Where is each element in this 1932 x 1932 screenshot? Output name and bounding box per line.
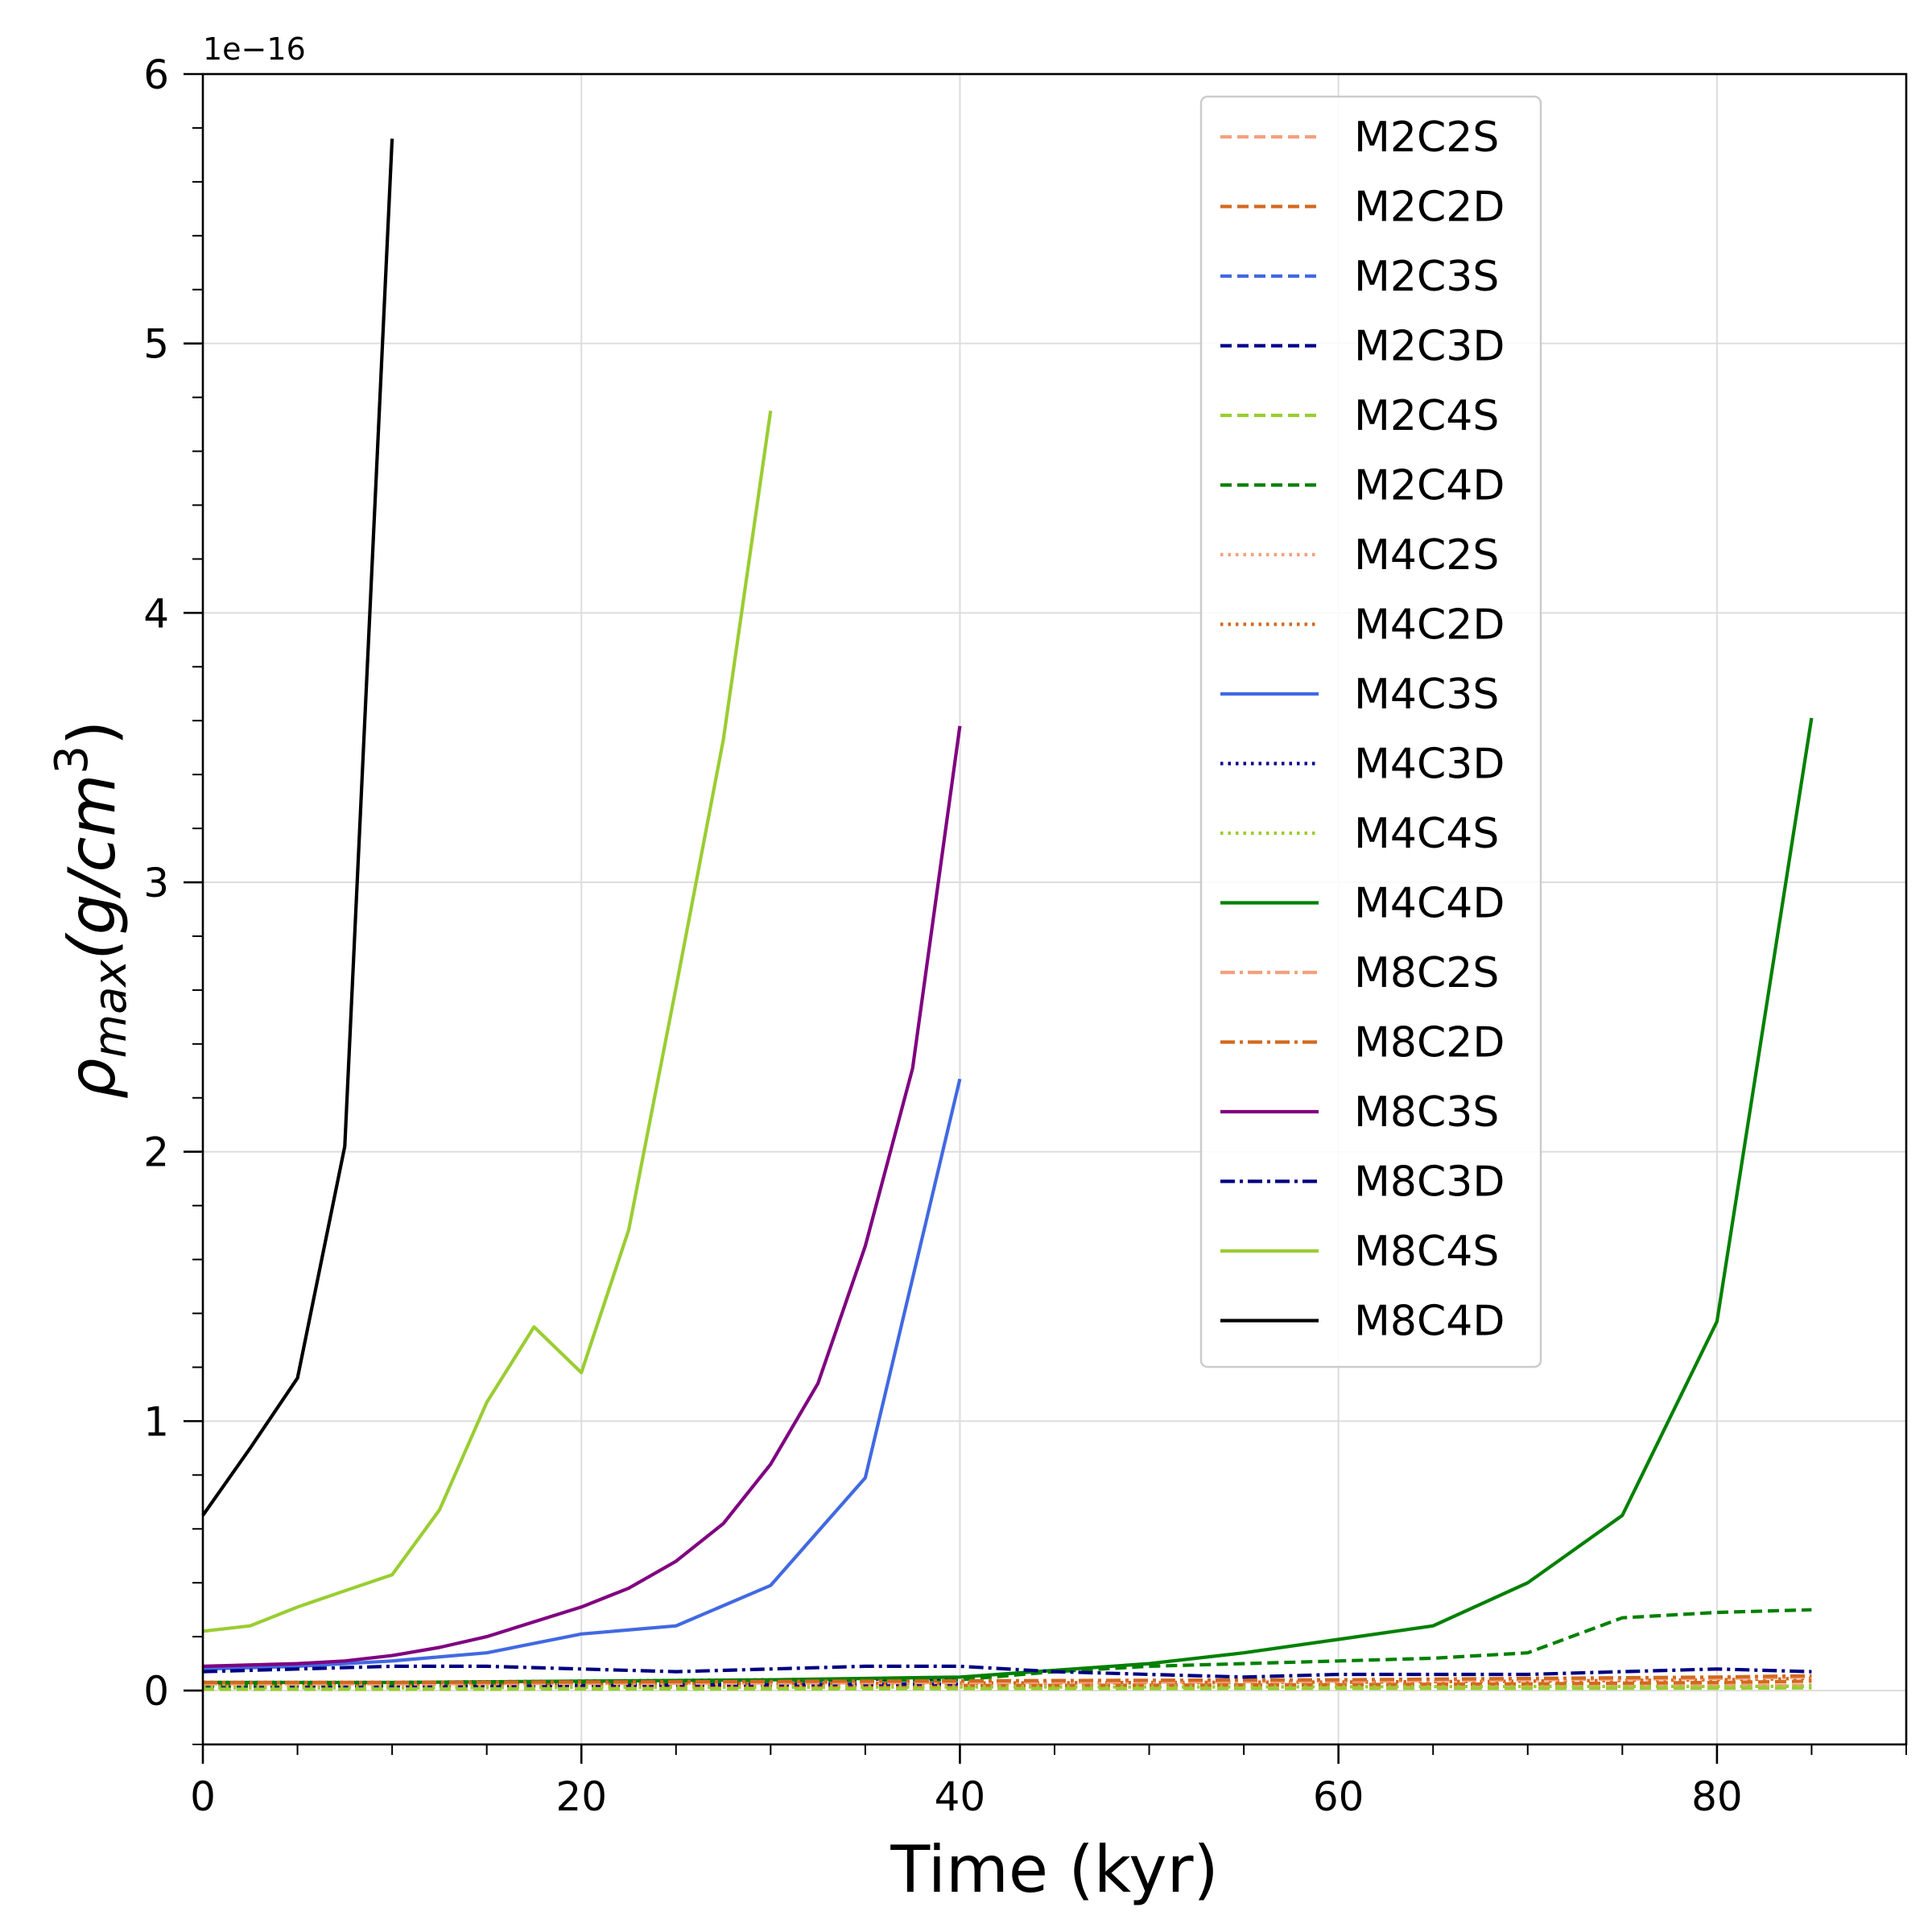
legend: M2C2S M2C2D M2C3S M2C3D M2C4S M2C4D M4C2S M4C2D… — [1199, 95, 1542, 1368]
y-axis-close-paren: ) — [55, 720, 130, 745]
legend-label-m8c3s: M8C3S — [1354, 1088, 1499, 1137]
y-tick-label: 6 — [143, 52, 169, 98]
y-axis-unit: (g/cm — [55, 774, 130, 960]
legend-label-m4c3s: M4C3S — [1354, 671, 1499, 719]
series-line-m4c3s — [202, 1078, 962, 1671]
y-axis-symbol: ρ — [55, 1058, 130, 1099]
x-tick-label: 60 — [1313, 1773, 1364, 1820]
legend-label-m8c2s: M8C2S — [1354, 949, 1499, 997]
series-line-m4c4d — [203, 717, 1814, 1685]
y-tick-label: 1 — [143, 1398, 169, 1445]
legend-box — [1199, 95, 1542, 1368]
legend-label-m2c2d: M2C2D — [1354, 184, 1505, 232]
y-tick-label: 0 — [143, 1668, 169, 1715]
y-tick-label: 5 — [143, 321, 169, 368]
legend-label-m8c4d: M8C4D — [1354, 1298, 1505, 1346]
plot-series — [201, 138, 1814, 1691]
series-line-m2c4s — [203, 1686, 1812, 1691]
legend-label-m8c2d: M8C2D — [1354, 1019, 1505, 1067]
legend-label-m2c2s: M2C2S — [1354, 114, 1499, 162]
legend-label-m4c3d: M4C3D — [1354, 741, 1505, 789]
axis-ticks: 0 20 40 60 80 0 1 2 3 4 5 6 — [143, 52, 1907, 1820]
legend-label-m2c3s: M2C3S — [1354, 253, 1499, 301]
y-tick-label: 3 — [143, 860, 169, 906]
legend-label-m8c3d: M8C3D — [1354, 1158, 1505, 1207]
series-line-m4c4s — [203, 1684, 1812, 1690]
plot-frame — [201, 72, 1908, 1746]
series-line-m2c2d — [202, 1679, 1812, 1689]
legend-label-m2c4s: M2C4S — [1354, 392, 1499, 440]
legend-label-m2c4d: M2C4D — [1354, 462, 1505, 510]
grid-lines — [202, 73, 1906, 1744]
legend-label-m4c2s: M4C2S — [1354, 531, 1499, 580]
series-line-m8c4s — [202, 411, 773, 1633]
x-tick-label: 80 — [1691, 1773, 1743, 1820]
legend-label-m8c4s: M8C4S — [1354, 1228, 1499, 1276]
series-line-m8c4d — [201, 138, 394, 1517]
x-tick-label: 0 — [190, 1773, 216, 1820]
series-line-m8c3s — [202, 725, 962, 1668]
y-tick-label: 2 — [143, 1129, 169, 1176]
legend-label-m4c4s: M4C4S — [1354, 810, 1499, 858]
offset-text: 1e−16 — [203, 31, 306, 67]
y-axis-subscript: max — [85, 960, 137, 1059]
legend-label-m2c3d: M2C3D — [1354, 323, 1505, 371]
legend-label-m4c2d: M4C2D — [1354, 601, 1505, 650]
series-line-m8c2d — [203, 1674, 1812, 1685]
y-axis-title: ρmax(g/cm3) — [46, 720, 137, 1100]
x-tick-label: 40 — [935, 1773, 986, 1820]
x-tick-label: 20 — [555, 1773, 607, 1820]
x-axis-title: Time (kyr) — [890, 1832, 1218, 1907]
series-line-m8c3d — [202, 1664, 1812, 1679]
y-axis-superscript: 3 — [46, 745, 98, 774]
y-tick-label: 4 — [143, 590, 169, 637]
legend-label-m4c4d: M4C4D — [1354, 880, 1505, 928]
